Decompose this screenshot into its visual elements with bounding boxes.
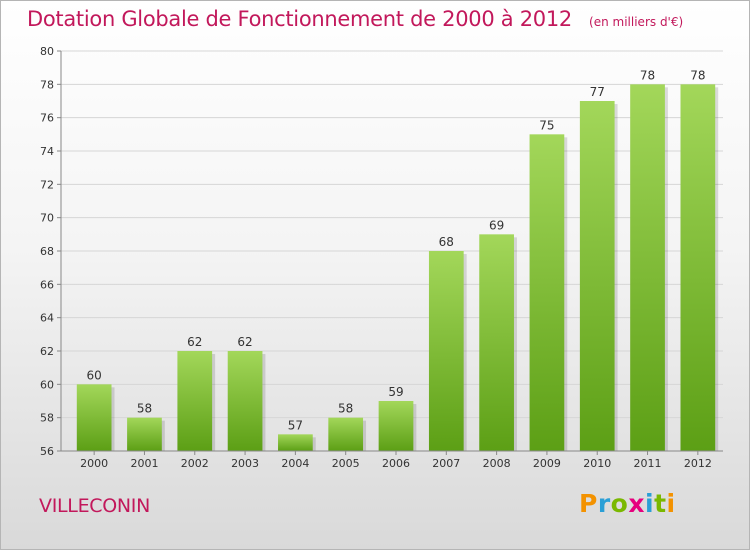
- y-tick-label: 72: [40, 178, 54, 191]
- bar: [227, 351, 263, 451]
- value-label: 68: [439, 235, 454, 249]
- y-tick-label: 76: [40, 112, 54, 125]
- y-tick-label: 58: [40, 412, 54, 425]
- x-tick-label: 2012: [684, 457, 712, 470]
- value-label: 58: [137, 402, 152, 416]
- value-label: 77: [590, 85, 605, 99]
- value-label: 78: [690, 68, 705, 82]
- x-tick-label: 2005: [332, 457, 360, 470]
- y-tick-label: 64: [40, 312, 54, 325]
- y-tick-label: 68: [40, 245, 54, 258]
- y-tick-label: 62: [40, 345, 54, 358]
- logo-letter: P: [579, 489, 598, 518]
- bar: [630, 84, 665, 451]
- value-label: 59: [388, 385, 403, 399]
- x-tick-label: 2000: [80, 457, 108, 470]
- axes: 56 58 60 62 64 66 68 70 72 74 76 78 80 2000 2001 2002 20…: [40, 45, 723, 470]
- value-label: 62: [187, 335, 202, 349]
- bar: [479, 234, 514, 451]
- value-label: 62: [237, 335, 252, 349]
- bar: [278, 434, 313, 451]
- logo-letter: i: [666, 489, 676, 518]
- bar: [378, 401, 414, 451]
- logo-letter: o: [610, 489, 629, 518]
- logo-letter: x: [628, 489, 645, 518]
- value-label: 58: [338, 402, 353, 416]
- bar: [328, 417, 364, 451]
- y-tick-label: 74: [40, 145, 54, 158]
- value-label: 78: [640, 68, 655, 82]
- bar: [579, 101, 615, 451]
- x-tick-label: 2006: [382, 457, 410, 470]
- bars: 60 58 62 62 57 58 59 68 69 75 77 78 78: [76, 68, 719, 452]
- x-tick-label: 2002: [181, 457, 209, 470]
- y-tick-label: 78: [40, 78, 54, 91]
- y-tick-label: 60: [40, 378, 54, 391]
- x-tick-label: 2010: [583, 457, 611, 470]
- y-tick-label: 66: [40, 278, 54, 291]
- bar: [76, 384, 112, 451]
- y-tick-label: 56: [40, 445, 54, 458]
- bar: [529, 134, 565, 452]
- y-tick-label: 70: [40, 212, 54, 225]
- x-tick-label: 2001: [130, 457, 158, 470]
- y-tick-label: 80: [40, 45, 54, 58]
- x-tick-label: 2011: [634, 457, 662, 470]
- x-tick-label: 2009: [533, 457, 561, 470]
- bar: [680, 84, 716, 451]
- value-label: 75: [539, 118, 554, 132]
- logo-letter: t: [654, 489, 667, 518]
- x-tick-label: 2003: [231, 457, 259, 470]
- bar: [127, 417, 162, 451]
- commune-name: VILLECONIN: [39, 495, 151, 517]
- chart-title: Dotation Globale de Fonctionnement de 20…: [27, 7, 572, 31]
- x-tick-label: 2007: [432, 457, 460, 470]
- logo-letter: r: [597, 489, 611, 518]
- value-label: 57: [288, 418, 303, 432]
- bar: [428, 251, 464, 451]
- value-label: 69: [489, 218, 504, 232]
- chart-subtitle: (en milliers d'€): [589, 15, 684, 29]
- x-tick-label: 2004: [281, 457, 309, 470]
- title-row: Dotation Globale de Fonctionnement de 20…: [27, 7, 683, 31]
- bar: [177, 351, 213, 451]
- value-label: 60: [87, 368, 102, 382]
- proxiti-logo: Proxiti: [579, 489, 676, 518]
- x-tick-label: 2008: [483, 457, 511, 470]
- logo-letter: i: [645, 489, 655, 518]
